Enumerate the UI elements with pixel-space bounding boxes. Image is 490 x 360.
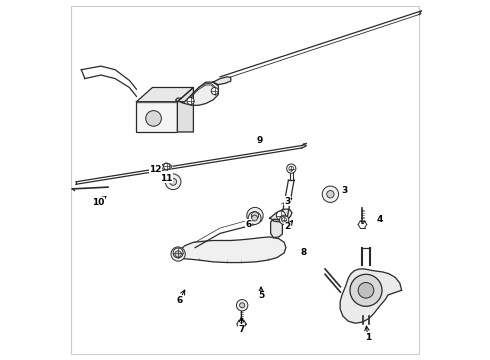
Text: 6: 6 [176,296,182,305]
Text: 4: 4 [377,215,383,224]
Circle shape [175,251,181,257]
Polygon shape [340,269,402,323]
Polygon shape [177,87,194,132]
Polygon shape [137,87,194,102]
Circle shape [287,164,296,173]
Text: 9: 9 [256,136,263,145]
Text: 6: 6 [245,220,252,229]
Circle shape [248,212,261,225]
Text: 10: 10 [92,198,104,207]
Text: 8: 8 [300,248,307,257]
Circle shape [358,283,374,298]
Circle shape [237,300,248,311]
Text: 12: 12 [149,165,162,174]
Circle shape [282,217,287,222]
Circle shape [211,87,219,95]
Polygon shape [270,219,282,238]
Circle shape [187,98,194,104]
Text: 3: 3 [342,186,348,195]
Circle shape [276,211,286,220]
Text: 5: 5 [258,291,264,300]
Circle shape [165,174,181,190]
Polygon shape [213,77,231,85]
Text: 11: 11 [160,174,172,183]
Polygon shape [270,209,292,222]
Bar [137,102,177,132]
Text: 3: 3 [285,197,291,206]
Circle shape [170,178,176,185]
Circle shape [247,207,263,224]
Polygon shape [177,237,286,262]
Circle shape [289,166,294,171]
Text: 2: 2 [285,222,291,231]
Circle shape [322,186,339,202]
Circle shape [164,163,170,170]
Text: 1: 1 [365,333,371,342]
Text: 7: 7 [238,325,245,334]
Circle shape [146,111,161,126]
Circle shape [327,190,334,198]
Circle shape [173,248,183,258]
Circle shape [171,247,185,261]
Circle shape [279,215,289,225]
Polygon shape [161,163,172,170]
Circle shape [350,274,382,306]
Circle shape [252,215,257,221]
Circle shape [251,212,259,219]
Circle shape [240,303,245,308]
Polygon shape [181,82,219,105]
